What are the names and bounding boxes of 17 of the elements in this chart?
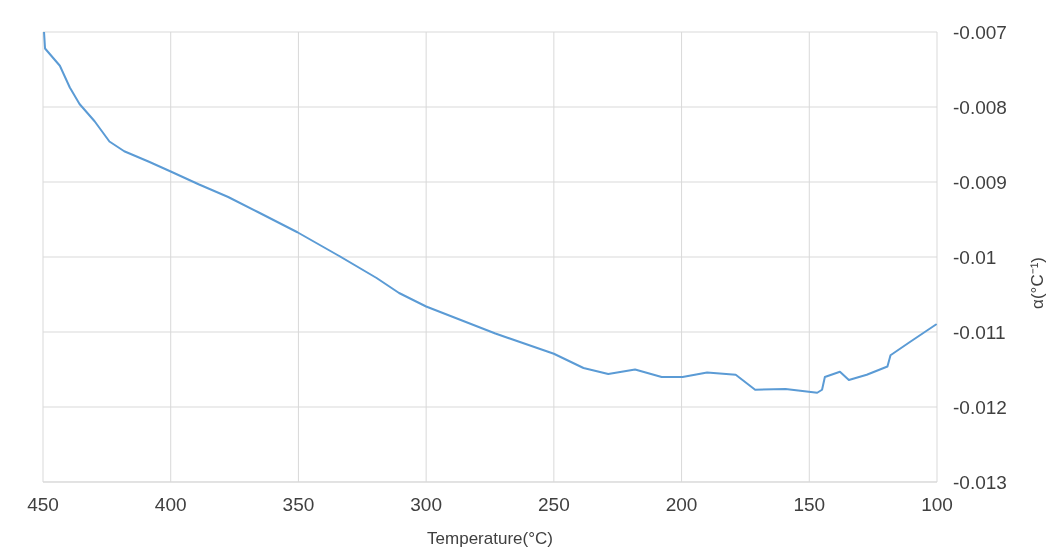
y-tick-label: -0.013 — [953, 471, 1007, 493]
x-tick-label: 100 — [921, 494, 953, 516]
y-tick-label: -0.01 — [953, 246, 997, 268]
x-tick-label: 400 — [154, 494, 187, 516]
y-tick-label: -0.012 — [953, 396, 1007, 418]
x-tick-label: 250 — [538, 494, 570, 516]
x-tick-label: 200 — [665, 494, 698, 516]
y-tick-label: -0.009 — [953, 171, 1007, 193]
y-axis-title: α(°C⁻¹) — [1028, 257, 1048, 309]
x-tick-label: 150 — [793, 494, 826, 516]
x-tick-label: 300 — [410, 494, 442, 516]
y-tick-label: -0.008 — [953, 96, 1007, 118]
y-tick-label: -0.007 — [953, 21, 1007, 43]
x-tick-label: 450 — [27, 494, 59, 516]
y-tick-label: -0.011 — [953, 321, 1006, 343]
x-tick-label: 350 — [282, 494, 315, 516]
x-axis-title: Temperature(°C) — [427, 529, 553, 548]
